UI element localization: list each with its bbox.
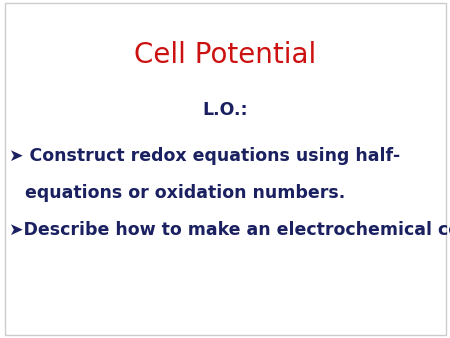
Text: L.O.:: L.O.: xyxy=(202,101,248,119)
Text: Cell Potential: Cell Potential xyxy=(134,41,316,69)
Text: equations or oxidation numbers.: equations or oxidation numbers. xyxy=(25,184,345,202)
Text: ➤ Construct redox equations using half-: ➤ Construct redox equations using half- xyxy=(9,147,400,165)
Text: ➤Describe how to make an electrochemical cell.: ➤Describe how to make an electrochemical… xyxy=(9,221,450,239)
